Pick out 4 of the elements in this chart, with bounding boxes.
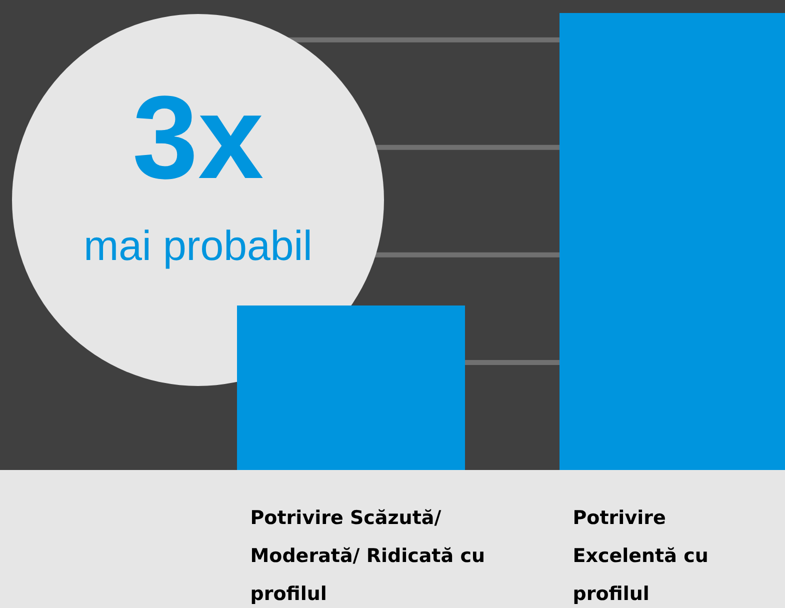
x-tick-label: Potrivire Excelentă cu profilul bbox=[572, 507, 708, 605]
annotation: mai probabil bbox=[82, 221, 314, 271]
annotation: 3x bbox=[131, 71, 265, 206]
x-tick-label: Potrivire Scăzută/ Moderată/ Ridicată cu profilul bbox=[250, 507, 485, 605]
